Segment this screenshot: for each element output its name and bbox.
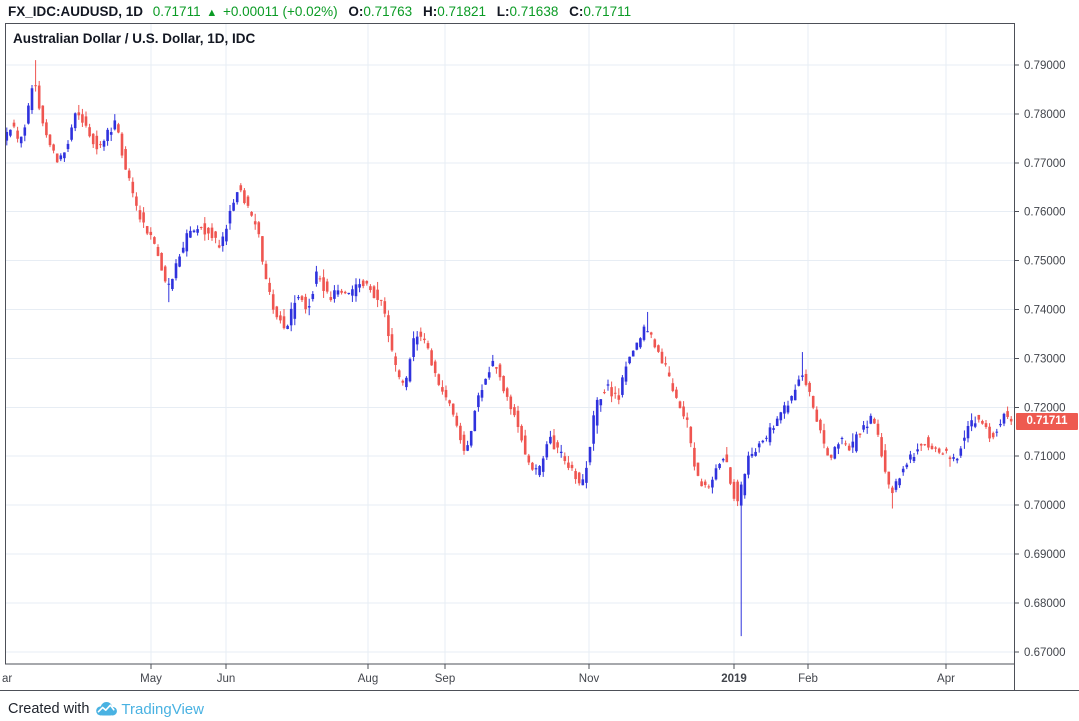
svg-text:0.70000: 0.70000 bbox=[1024, 500, 1066, 512]
svg-text:0.72000: 0.72000 bbox=[1024, 402, 1066, 414]
close-label: C: bbox=[569, 4, 584, 19]
svg-text:0.68000: 0.68000 bbox=[1024, 598, 1066, 610]
close-value: 0.71711 bbox=[583, 4, 632, 19]
svg-text:0.77000: 0.77000 bbox=[1024, 158, 1066, 170]
chart-legend-title[interactable]: Australian Dollar / U.S. Dollar, 1D, IDC bbox=[13, 31, 256, 46]
svg-text:0.71000: 0.71000 bbox=[1024, 451, 1066, 463]
symbol-title[interactable]: FX_IDC:AUDUSD, 1D bbox=[8, 4, 144, 19]
last-price-value: 0.71711 bbox=[152, 4, 201, 19]
svg-text:Jun: Jun bbox=[217, 673, 236, 685]
tradingview-wordmark[interactable]: TradingView bbox=[121, 700, 204, 718]
price-axis[interactable]: 0.79000 0.78000 0.77000 0.76000 0.75000 0.740… bbox=[1014, 60, 1066, 659]
svg-text:Aug: Aug bbox=[358, 673, 378, 685]
low-value: 0.71638 bbox=[509, 4, 559, 19]
svg-text:Nov: Nov bbox=[579, 673, 600, 685]
svg-text:Feb: Feb bbox=[798, 673, 818, 685]
svg-text:0.79000: 0.79000 bbox=[1024, 60, 1066, 72]
up-arrow-icon: ▲ bbox=[206, 7, 218, 19]
price-change: +0.00011 (+0.02%) bbox=[223, 4, 338, 19]
open-value: 0.71763 bbox=[363, 4, 413, 19]
price-badge: 0.71711 bbox=[1016, 412, 1078, 430]
open-label: O: bbox=[348, 4, 364, 19]
candles[interactable] bbox=[5, 60, 1013, 637]
svg-text:0.69000: 0.69000 bbox=[1024, 549, 1066, 561]
svg-text:0.73000: 0.73000 bbox=[1024, 353, 1066, 365]
attribution[interactable]: Created with TradingView bbox=[8, 699, 204, 719]
svg-text:2019: 2019 bbox=[721, 673, 747, 685]
created-with-text: Created with bbox=[8, 701, 90, 717]
symbol-info-bar: FX_IDC:AUDUSD, 1D 0.71711 ▲ +0.00011 (+0… bbox=[8, 4, 631, 22]
gridlines bbox=[6, 24, 1014, 664]
svg-text:0.78000: 0.78000 bbox=[1024, 109, 1066, 121]
plot-border bbox=[0, 23, 1079, 691]
candlestick-chart-pane[interactable]: 0.79000 0.78000 0.77000 0.76000 0.75000 0.740… bbox=[0, 0, 1079, 697]
svg-text:ar: ar bbox=[2, 673, 12, 685]
low-label: L: bbox=[496, 4, 510, 19]
svg-text:0.75000: 0.75000 bbox=[1024, 256, 1066, 268]
price-badge-value: 0.71711 bbox=[1026, 415, 1068, 428]
svg-text:0.76000: 0.76000 bbox=[1024, 207, 1066, 219]
high-value: 0.71821 bbox=[437, 4, 487, 19]
svg-text:0.74000: 0.74000 bbox=[1024, 305, 1066, 317]
svg-text:0.67000: 0.67000 bbox=[1024, 647, 1066, 659]
svg-text:Sep: Sep bbox=[435, 673, 455, 685]
svg-text:Apr: Apr bbox=[937, 673, 955, 685]
tradingview-logo-icon[interactable] bbox=[95, 701, 118, 717]
time-axis[interactable]: ar May Jun Aug Sep Nov 2019 Feb Apr bbox=[2, 664, 955, 686]
svg-text:May: May bbox=[140, 673, 162, 685]
high-label: H: bbox=[422, 4, 438, 19]
